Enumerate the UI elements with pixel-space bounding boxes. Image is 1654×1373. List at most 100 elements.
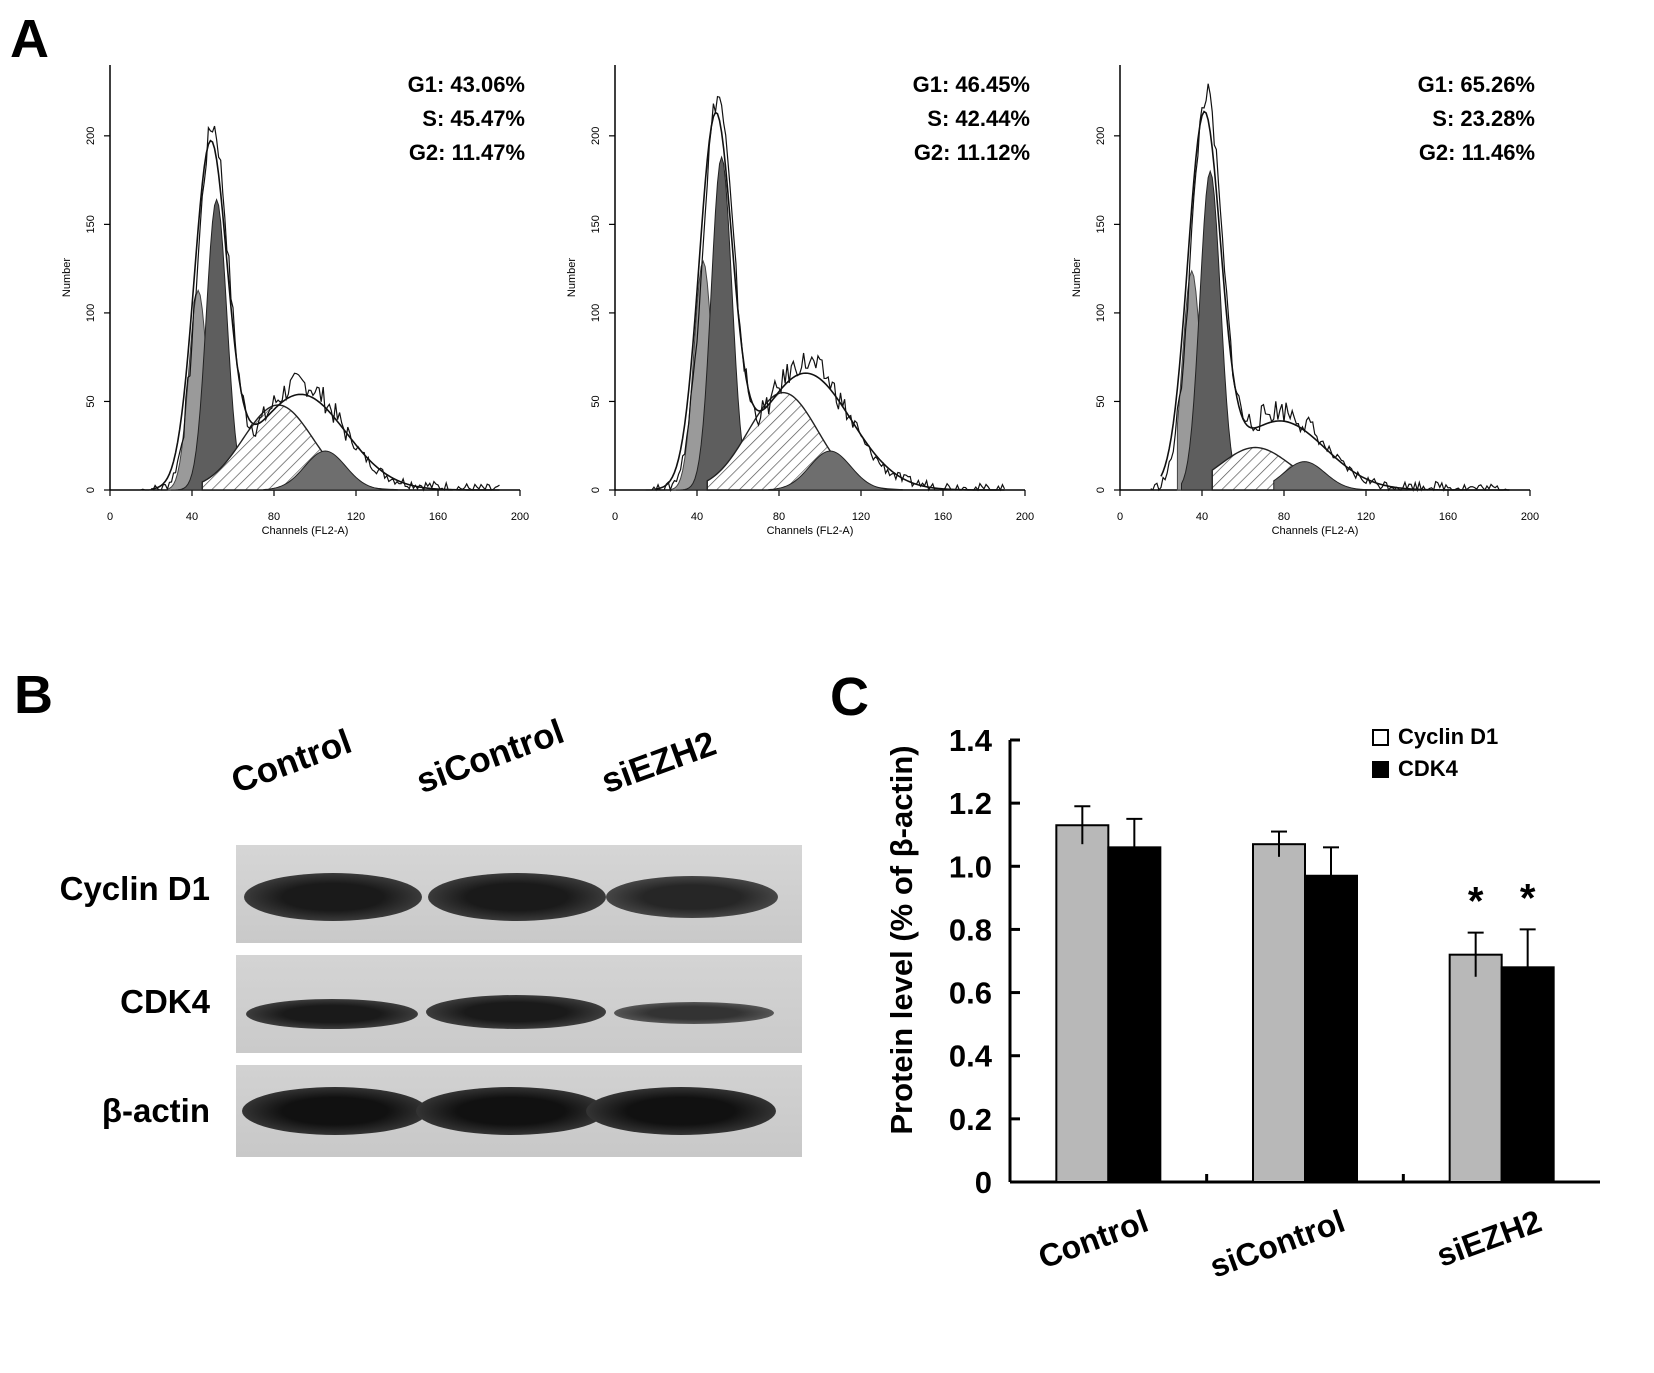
legend-swatch bbox=[1372, 761, 1389, 778]
x-tick-label: 0 bbox=[612, 511, 618, 523]
y-tick-label: 100 bbox=[85, 304, 97, 322]
g2-peak bbox=[768, 450, 903, 491]
y-tick-label: 50 bbox=[85, 395, 97, 407]
row-label-beta-actin: β-actin bbox=[101, 1092, 210, 1129]
y-tick-label: 0.6 bbox=[949, 976, 992, 1011]
x-axis-label: Channels (FL2-A) bbox=[767, 525, 854, 537]
bar bbox=[1448, 953, 1503, 1183]
x-tick-label: siControl bbox=[1205, 1203, 1349, 1285]
bar bbox=[1107, 846, 1162, 1183]
x-tick-label: 80 bbox=[1278, 511, 1290, 523]
significance-star: * bbox=[1520, 876, 1536, 920]
band bbox=[586, 1087, 776, 1135]
g2-percent: G2: 11.47% bbox=[409, 140, 525, 165]
y-tick-label: 0.4 bbox=[949, 1039, 993, 1074]
y-axis-label: Number bbox=[61, 258, 73, 297]
flow-histogram-siezh2: 0 40 80 120 160 200 0 50 100 150 200 Channels (FL2-… bbox=[1071, 65, 1539, 537]
g2-percent: G2: 11.12% bbox=[914, 140, 1030, 165]
y-tick-label: 50 bbox=[590, 395, 602, 407]
x-tick-label: Control bbox=[1034, 1203, 1153, 1276]
flow-histogram-control: 0 40 80 120 160 200 0 50 100 150 200 Channels (FL2-… bbox=[61, 65, 529, 537]
legend-label: CDK4 bbox=[1398, 756, 1459, 781]
x-tick-label: 40 bbox=[1196, 511, 1208, 523]
y-tick-label: 100 bbox=[590, 304, 602, 322]
g2-peak bbox=[263, 450, 398, 491]
band bbox=[246, 999, 418, 1029]
y-tick-label: 200 bbox=[1095, 127, 1107, 145]
band bbox=[244, 873, 422, 921]
x-tick-label: 80 bbox=[773, 511, 785, 523]
x-tick-label: 120 bbox=[1357, 511, 1375, 523]
band bbox=[606, 876, 778, 918]
y-tick-label: 0.8 bbox=[949, 912, 992, 947]
bar bbox=[1500, 966, 1555, 1184]
g1-percent: G1: 65.26% bbox=[1418, 72, 1535, 97]
y-tick-label: 0.2 bbox=[949, 1102, 992, 1137]
band bbox=[428, 873, 606, 921]
y-tick-label: 200 bbox=[85, 127, 97, 145]
band bbox=[242, 1087, 428, 1135]
y-tick-label: 150 bbox=[1095, 215, 1107, 233]
x-axis-label: Channels (FL2-A) bbox=[1272, 525, 1359, 537]
bar bbox=[1252, 843, 1306, 1184]
y-tick-label: 0 bbox=[1095, 487, 1107, 493]
x-tick-label: 0 bbox=[107, 511, 113, 523]
g1-percent: G1: 46.45% bbox=[913, 72, 1030, 97]
bar bbox=[1055, 824, 1110, 1183]
significance-star: * bbox=[1468, 880, 1484, 924]
band bbox=[426, 995, 606, 1029]
x-tick-label: 160 bbox=[429, 511, 447, 523]
y-tick-label: 150 bbox=[590, 215, 602, 233]
y-tick-label: 0 bbox=[85, 487, 97, 493]
panel-label-c: C bbox=[830, 667, 869, 727]
model-fit-line bbox=[1160, 110, 1510, 491]
y-tick-label: 50 bbox=[1095, 395, 1107, 407]
g1-peak bbox=[1181, 169, 1295, 491]
blot-strip-beta-actin bbox=[236, 1065, 802, 1157]
row-label-cdk4: CDK4 bbox=[120, 983, 210, 1020]
x-tick-label: 200 bbox=[1016, 511, 1034, 523]
row-label-cyclin-d1: Cyclin D1 bbox=[59, 870, 210, 907]
x-tick-label: siEZH2 bbox=[1432, 1203, 1546, 1274]
s-percent: S: 45.47% bbox=[422, 106, 525, 131]
x-tick-label: 40 bbox=[691, 511, 703, 523]
x-tick-label: 160 bbox=[934, 511, 952, 523]
y-tick-label: 150 bbox=[85, 215, 97, 233]
y-tick-label: 100 bbox=[1095, 304, 1107, 322]
lane-label-control: Control bbox=[226, 721, 357, 802]
legend-swatch bbox=[1372, 729, 1389, 746]
s-percent: S: 23.28% bbox=[1432, 106, 1535, 131]
y-tick-label: 0 bbox=[590, 487, 602, 493]
western-blot: Control siControl siEZH2 Cyclin D1 CDK4 … bbox=[0, 700, 830, 1260]
x-tick-label: 120 bbox=[347, 511, 365, 523]
x-tick-label: 200 bbox=[1521, 511, 1539, 523]
x-tick-label: 80 bbox=[268, 511, 280, 523]
blot-strip-cdk4 bbox=[236, 955, 802, 1053]
panel-label-b: B bbox=[14, 665, 53, 725]
histogram-trace bbox=[1150, 83, 1510, 493]
x-tick-label: 40 bbox=[186, 511, 198, 523]
band bbox=[614, 1002, 774, 1024]
lane-label-siezh2: siEZH2 bbox=[596, 723, 722, 802]
x-tick-label: 160 bbox=[1439, 511, 1457, 523]
legend-label: Cyclin D1 bbox=[1398, 724, 1498, 749]
bar bbox=[1304, 874, 1358, 1183]
model-fit-line bbox=[150, 139, 500, 491]
y-axis-label: Number bbox=[566, 258, 578, 297]
blot-strip-cyclin-d1 bbox=[236, 845, 802, 943]
y-tick-label: 1.2 bbox=[949, 786, 992, 821]
panel-label-a: A bbox=[10, 9, 49, 69]
y-tick-label: 0 bbox=[975, 1165, 992, 1200]
protein-level-bar-chart: Protein level (% of β-actin) 0 0.2 0.4 0.6 0… bbox=[884, 723, 1600, 1285]
y-tick-label: 1.0 bbox=[949, 849, 992, 884]
y-tick-label: 200 bbox=[590, 127, 602, 145]
x-axis-label: Channels (FL2-A) bbox=[262, 525, 349, 537]
x-tick-label: 120 bbox=[852, 511, 870, 523]
g1-percent: G1: 43.06% bbox=[408, 72, 525, 97]
g2-percent: G2: 11.46% bbox=[1419, 140, 1535, 165]
x-tick-label: 200 bbox=[511, 511, 529, 523]
x-tick-label: 0 bbox=[1117, 511, 1123, 523]
y-axis-label: Number bbox=[1071, 258, 1083, 297]
y-tick-label: 1.4 bbox=[949, 723, 993, 758]
lane-label-sicontrol: siControl bbox=[411, 711, 570, 802]
